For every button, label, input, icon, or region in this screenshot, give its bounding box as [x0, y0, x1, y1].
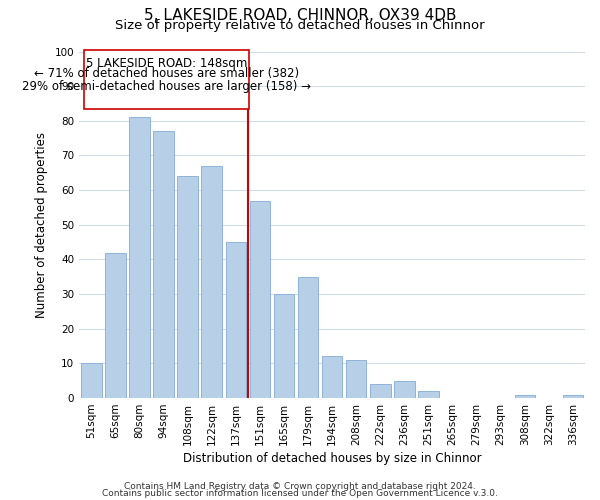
Bar	[322, 356, 343, 398]
Text: 29% of semi-detached houses are larger (158) →: 29% of semi-detached houses are larger (…	[22, 80, 311, 93]
Y-axis label: Number of detached properties: Number of detached properties	[35, 132, 48, 318]
Text: Contains HM Land Registry data © Crown copyright and database right 2024.: Contains HM Land Registry data © Crown c…	[124, 482, 476, 491]
Bar	[129, 118, 149, 398]
Bar	[81, 364, 101, 398]
Bar	[563, 394, 583, 398]
Bar	[105, 252, 125, 398]
Bar	[250, 200, 270, 398]
Bar	[274, 294, 294, 398]
Bar	[370, 384, 391, 398]
Text: Size of property relative to detached houses in Chinnor: Size of property relative to detached ho…	[115, 19, 485, 32]
Bar	[202, 166, 222, 398]
Bar	[298, 277, 318, 398]
Text: ← 71% of detached houses are smaller (382): ← 71% of detached houses are smaller (38…	[34, 67, 299, 80]
Text: 5 LAKESIDE ROAD: 148sqm: 5 LAKESIDE ROAD: 148sqm	[86, 56, 247, 70]
X-axis label: Distribution of detached houses by size in Chinnor: Distribution of detached houses by size …	[183, 452, 481, 465]
Bar	[394, 380, 415, 398]
FancyBboxPatch shape	[84, 50, 249, 108]
Bar	[178, 176, 198, 398]
Bar	[418, 391, 439, 398]
Text: 5, LAKESIDE ROAD, CHINNOR, OX39 4DB: 5, LAKESIDE ROAD, CHINNOR, OX39 4DB	[144, 8, 456, 22]
Bar	[515, 394, 535, 398]
Text: Contains public sector information licensed under the Open Government Licence v.: Contains public sector information licen…	[102, 488, 498, 498]
Bar	[346, 360, 367, 398]
Bar	[226, 242, 246, 398]
Bar	[153, 131, 174, 398]
